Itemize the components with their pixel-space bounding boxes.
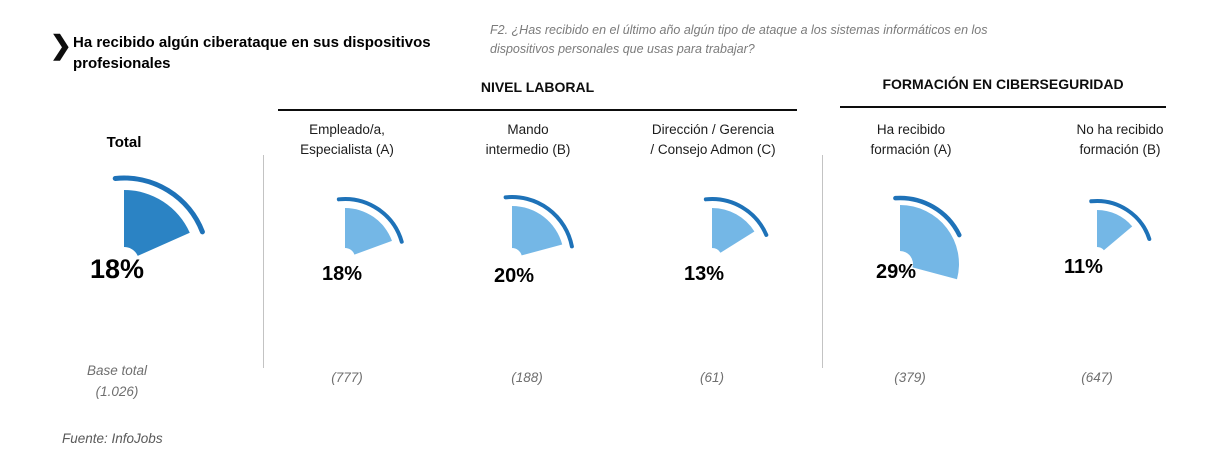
value-label: 29% xyxy=(876,261,917,283)
fan-slice xyxy=(124,190,190,256)
source-note: Fuente: InfoJobs xyxy=(62,431,163,446)
fan-slice xyxy=(712,208,755,253)
fan-outer-arc xyxy=(703,196,769,237)
fan-outer-arc xyxy=(1089,199,1152,241)
group-header-nivel-laboral: NIVEL LABORAL xyxy=(480,79,595,95)
value-label: 11% xyxy=(1064,256,1103,278)
column-header: Ha recibido formación (A) xyxy=(870,122,952,157)
fan-outer-arc xyxy=(336,196,404,244)
fan-pie-chart xyxy=(1089,199,1152,251)
value-label: 18% xyxy=(322,263,363,285)
fan-outer-arc xyxy=(112,175,205,235)
fan-slice xyxy=(1097,210,1133,251)
group-header-formacion: FORMACIÓN EN CIBERSEGURIDAD xyxy=(882,76,1124,92)
fan-pie-chart xyxy=(703,196,769,253)
fan-pie-chart xyxy=(893,195,962,280)
column-header: No ha recibido formación (B) xyxy=(1076,122,1164,157)
survey-question-note: F2. ¿Has recibido en el último año algún… xyxy=(490,23,988,56)
page-title: Ha recibido algún ciberataque en sus dis… xyxy=(73,34,431,72)
base-label: (379) xyxy=(894,370,926,385)
fan-pie-chart xyxy=(336,196,404,255)
column-divider xyxy=(263,155,264,368)
fan-slice xyxy=(345,208,392,255)
value-label: 18% xyxy=(90,254,145,284)
fan-outer-arc xyxy=(503,194,574,249)
value-label: 20% xyxy=(494,265,535,287)
fan-slice xyxy=(900,205,960,280)
column-header: Total xyxy=(106,134,142,151)
base-label: (647) xyxy=(1081,370,1113,385)
group-underline-formacion xyxy=(840,106,1166,108)
column-header: Dirección / Gerencia / Consejo Admon (C) xyxy=(650,122,776,157)
fan-slice xyxy=(512,206,563,256)
column-divider xyxy=(822,155,823,368)
column-header: Empleado/a, Especialista (A) xyxy=(300,122,394,157)
fan-pie-chart xyxy=(503,194,574,256)
base-label: (188) xyxy=(511,370,543,385)
column-header: Mando intermedio (B) xyxy=(485,122,571,157)
fan-pie-chart xyxy=(112,175,205,256)
group-underline-nivel xyxy=(278,109,797,111)
base-label: Base total (1.026) xyxy=(86,363,148,399)
fan-outer-arc xyxy=(893,195,962,238)
value-label: 13% xyxy=(684,263,725,285)
base-label: (777) xyxy=(331,370,363,385)
chevron-icon: ❯ xyxy=(50,30,72,60)
base-label: (61) xyxy=(699,370,724,385)
